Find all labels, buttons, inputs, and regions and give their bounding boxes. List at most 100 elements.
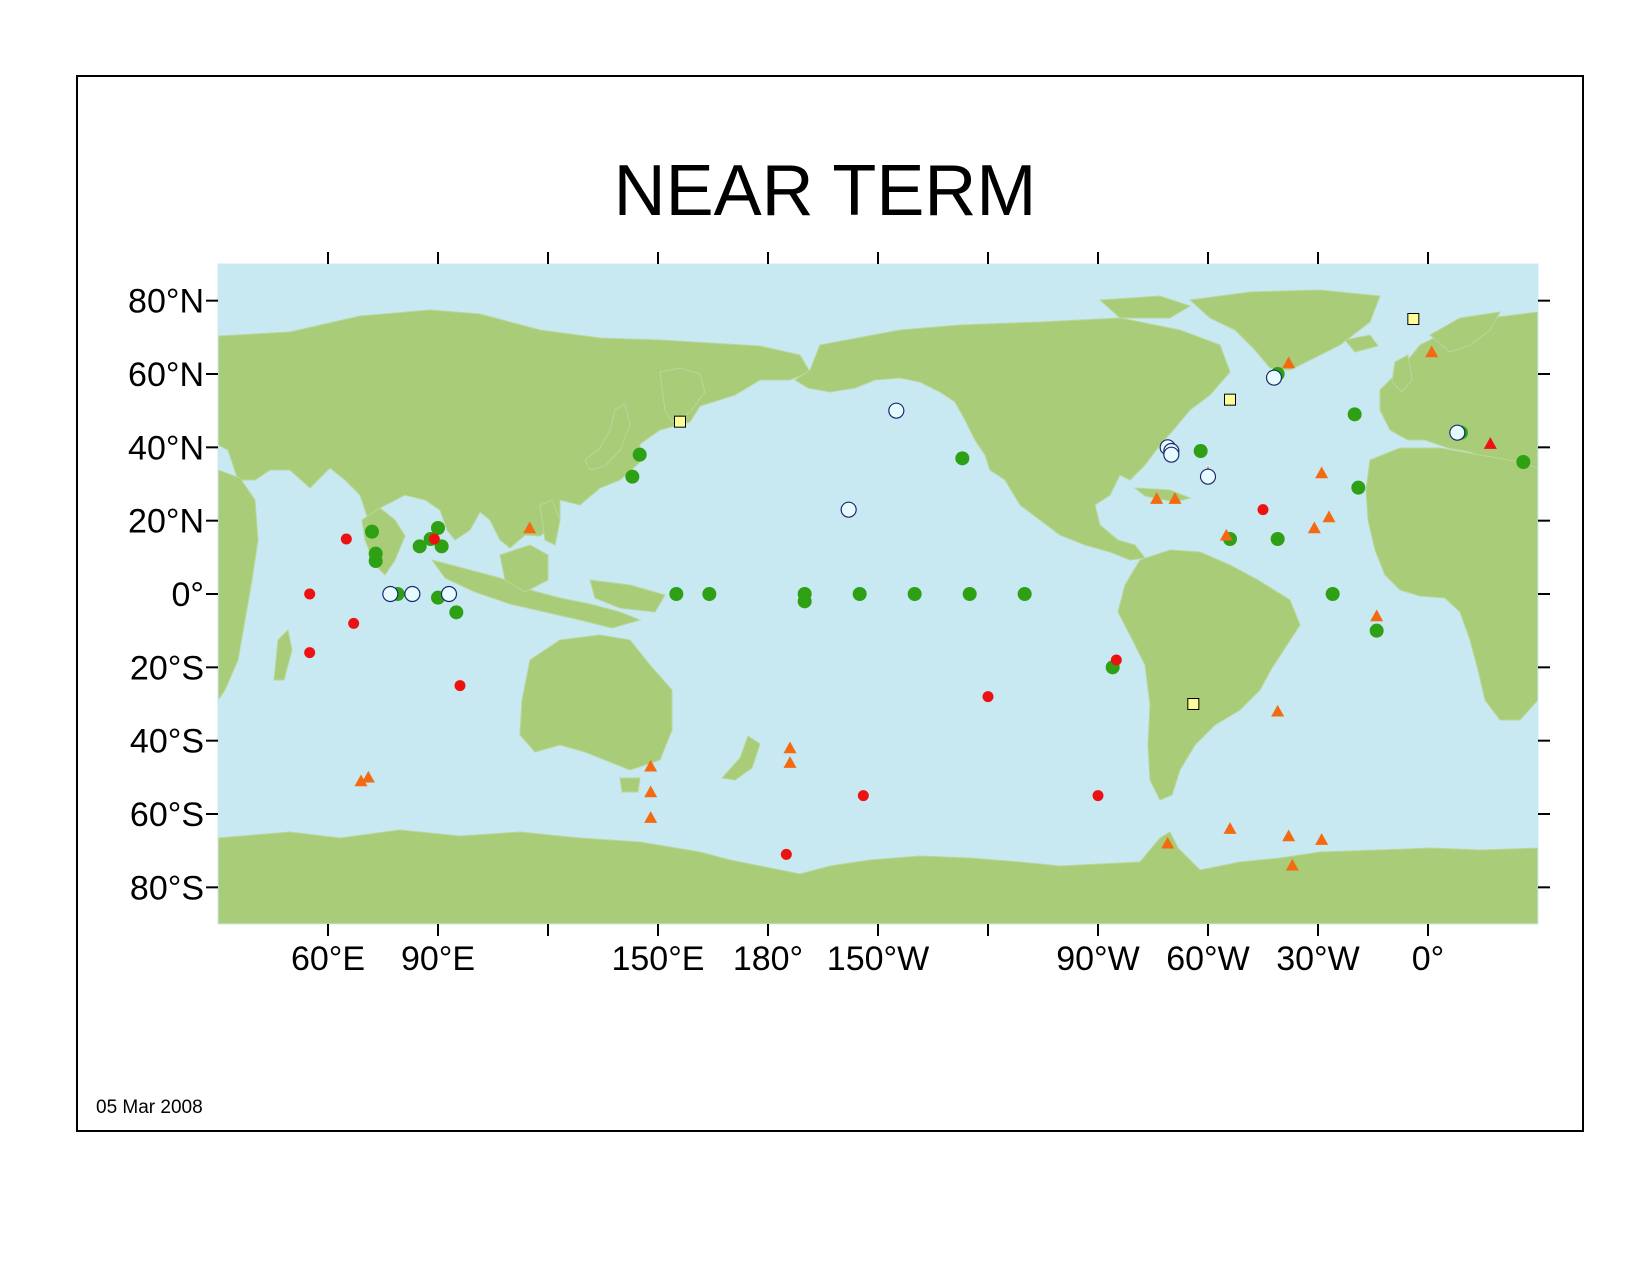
orange-triangle-marker — [1223, 822, 1237, 834]
orange-triangle-marker — [644, 759, 658, 772]
green-station-marker — [368, 554, 383, 568]
red-station-marker — [454, 680, 466, 692]
green-station-marker — [365, 524, 379, 539]
lat-label: 20°N — [128, 503, 204, 541]
land-africa — [1365, 447, 1538, 721]
red-station-marker — [857, 790, 869, 802]
green-station-marker — [1347, 407, 1362, 422]
land-greenland — [1188, 289, 1381, 371]
green-station-marker — [449, 605, 464, 620]
orange-triangle-marker — [1285, 858, 1299, 871]
red-station-marker — [348, 617, 360, 629]
lon-label: 150°E — [611, 940, 704, 978]
red-station-marker — [1257, 504, 1269, 516]
open-circle-marker — [888, 402, 905, 419]
orange-triangle-marker — [1161, 836, 1175, 849]
orange-triangle-marker — [1315, 466, 1329, 479]
orange-triangle-marker — [1150, 492, 1164, 504]
land-layer — [218, 289, 1538, 924]
green-station-marker — [1351, 480, 1366, 495]
green-station-marker — [797, 594, 812, 609]
axis-labels: 80°N 60°N 40°N 20°N 0° 20°S 40°S 60°S 80°S 60°E 90… — [128, 283, 1444, 978]
open-circle-marker — [840, 501, 857, 518]
orange-triangle-marker — [1271, 704, 1285, 717]
green-station-marker — [702, 587, 717, 601]
orange-triangle-marker — [354, 774, 368, 787]
land-scandinavia — [1429, 311, 1501, 353]
lat-label: 40°N — [128, 429, 204, 467]
red-station-marker — [428, 533, 440, 545]
land-japan — [584, 403, 631, 471]
orange-triangle-marker — [783, 756, 797, 768]
lat-label: 20°S — [130, 649, 204, 687]
lon-label: 90°W — [1056, 940, 1140, 978]
green-station-marker — [1369, 623, 1384, 638]
open-circle-marker — [1199, 468, 1217, 485]
lat-label: 80°S — [130, 869, 204, 907]
orange-triangle-marker — [1307, 521, 1321, 534]
land-antarctica — [218, 829, 1538, 924]
orange-triangle-marker — [644, 811, 658, 823]
land-new-guinea — [589, 579, 666, 613]
yellow-square-marker — [1187, 698, 1200, 710]
red-station-marker — [1092, 790, 1104, 802]
open-circle-marker — [440, 585, 458, 603]
open-circle-marker — [1163, 446, 1180, 463]
land-kamchatka — [659, 367, 706, 423]
green-station-marker — [1325, 587, 1340, 601]
lat-label: 40°S — [130, 723, 204, 761]
land-arctic-islands — [1098, 295, 1192, 319]
lon-label: 90°E — [401, 940, 475, 978]
open-circle-marker — [1265, 369, 1283, 386]
green-station-marker — [962, 587, 977, 601]
lon-label: 150°W — [827, 940, 929, 978]
orange-triangle-marker — [361, 770, 375, 783]
orange-triangle-marker — [1370, 609, 1384, 622]
land-madagascar — [273, 628, 293, 681]
orange-triangle-marker — [523, 521, 537, 534]
land-north-america — [794, 317, 1231, 561]
green-station-marker — [1193, 444, 1208, 458]
yellow-square-marker — [674, 415, 686, 428]
yellow-square-marker — [1224, 393, 1236, 406]
green-station-marker — [632, 447, 647, 462]
red-station-marker — [780, 848, 792, 860]
lon-label: 0° — [1412, 940, 1445, 978]
orange-triangle-marker — [1282, 356, 1296, 369]
land-south-america — [1117, 549, 1301, 801]
green-station-marker — [1516, 455, 1531, 469]
orange-triangle-marker — [1219, 528, 1233, 541]
open-circle-marker — [404, 585, 421, 603]
green-station-marker — [412, 539, 427, 554]
land-borneo — [499, 544, 549, 593]
lon-label: 30°W — [1276, 940, 1360, 978]
orange-triangle-marker — [1282, 829, 1296, 842]
lon-label: 60°E — [291, 940, 365, 978]
lat-label: 60°S — [130, 796, 204, 834]
red-station-marker — [304, 588, 316, 600]
lat-label: 60°N — [128, 356, 204, 394]
land-africa-west — [218, 469, 259, 701]
land-uk — [1391, 354, 1413, 393]
red-station-marker — [304, 647, 316, 659]
orange-triangle-marker — [1425, 345, 1439, 358]
green-station-marker — [1270, 532, 1285, 546]
green-station-marker — [907, 587, 922, 601]
green-station-marker — [852, 587, 867, 601]
land-asia — [218, 309, 811, 549]
green-station-marker — [955, 451, 970, 466]
open-circle-marker — [382, 585, 399, 603]
green-station-marker — [625, 469, 640, 484]
green-station-marker — [1017, 587, 1032, 601]
land-australia — [519, 634, 673, 771]
red-triangle-marker — [1483, 437, 1497, 449]
orange-triangle-marker — [783, 741, 797, 754]
red-station-marker — [340, 533, 352, 545]
open-circle-marker — [1449, 424, 1466, 441]
green-station-marker — [431, 521, 445, 535]
lon-label: 180° — [733, 940, 803, 978]
orange-triangle-marker — [1315, 833, 1329, 845]
orange-triangle-marker — [1168, 492, 1182, 504]
red-station-marker — [982, 691, 994, 703]
